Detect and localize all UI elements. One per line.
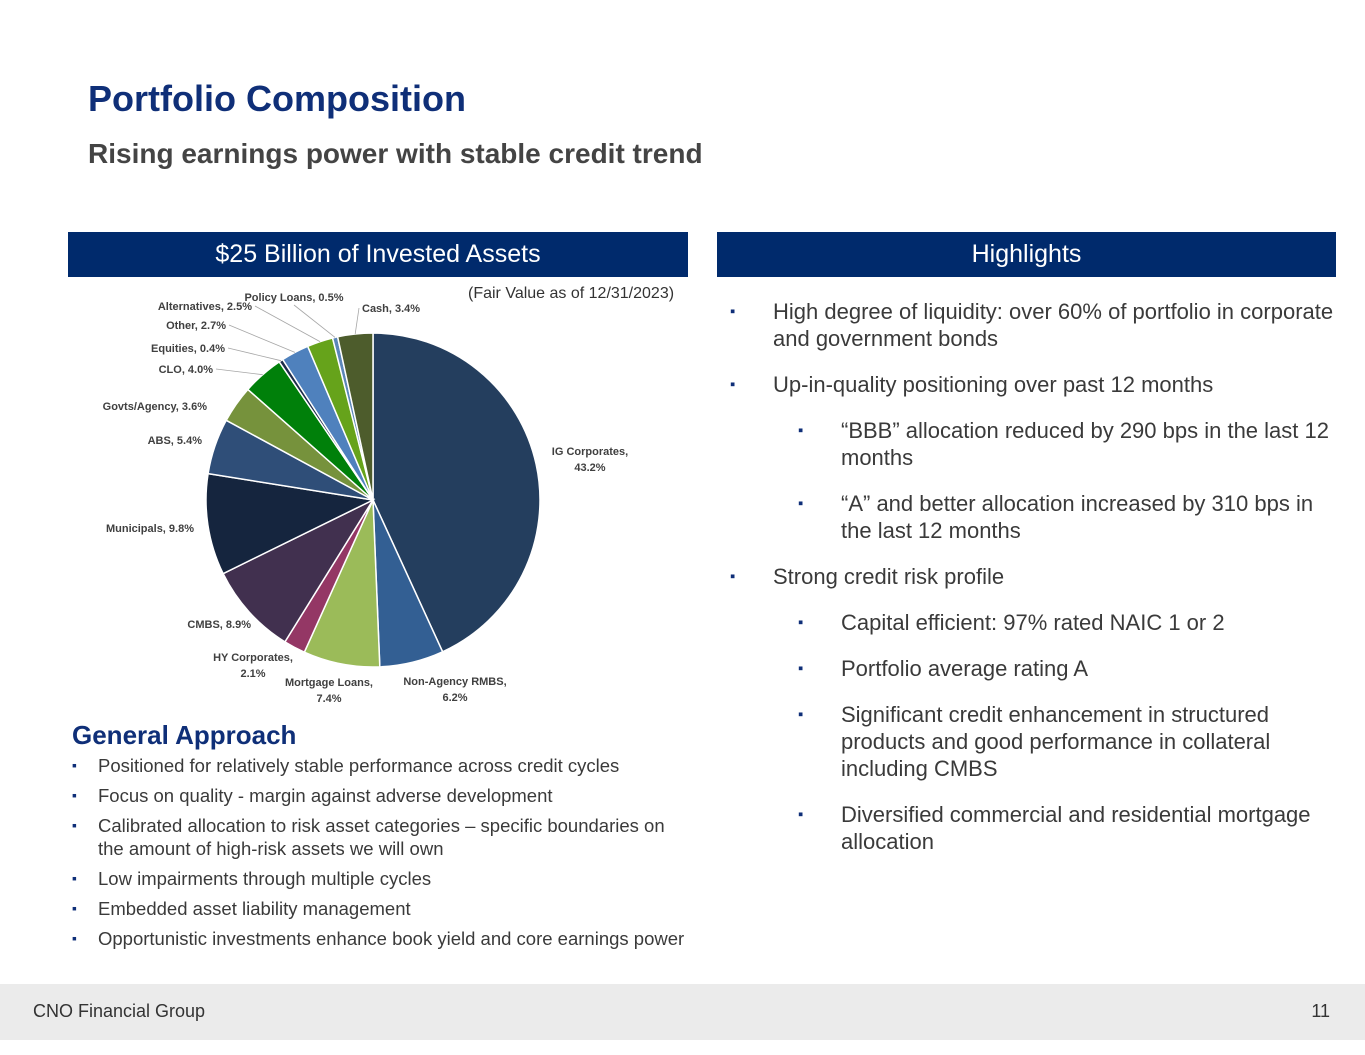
highlight-subitem: “BBB” allocation reduced by 290 bps in t…	[730, 417, 1335, 471]
pie-slice-label: Municipals, 9.8%	[106, 523, 194, 535]
pie-slice-label: Equities, 0.4%	[151, 343, 225, 355]
pie-slice-label: Other, 2.7%	[166, 320, 226, 332]
pie-slice	[336, 332, 374, 501]
pie-slice-label: Policy Loans, 0.5%	[244, 292, 343, 304]
pie-slice-label: CLO, 4.0%	[159, 364, 214, 376]
approach-item: Low impairments through multiple cycles	[72, 867, 752, 890]
highlight-subitem: “A” and better allocation increased by 3…	[730, 490, 1335, 544]
pie-slice-label: Alternatives, 2.5%	[158, 301, 252, 313]
pie-slice	[205, 472, 376, 575]
pie-slice	[222, 498, 376, 643]
page-subtitle: Rising earnings power with stable credit…	[88, 138, 703, 169]
pie-leader-line	[227, 347, 282, 362]
pie-leader-line	[354, 307, 360, 334]
pie-slice-label: Govts/Agency, 3.6%	[103, 401, 208, 413]
pie-slice-label: CMBS, 8.9%	[187, 619, 251, 631]
pie-leader-line	[254, 305, 321, 342]
pie-leader-line	[215, 368, 263, 376]
highlight-subitem: Capital efficient: 97% rated NAIC 1 or 2	[730, 609, 1335, 636]
general-approach-title: General Approach	[72, 720, 297, 750]
invested-assets-banner: $25 Billion of Invested Assets	[68, 232, 688, 277]
highlight-subitem: Portfolio average rating A	[730, 655, 1335, 682]
page-title: Portfolio Composition	[88, 78, 466, 119]
highlight-item: Up-in-quality positioning over past 12 m…	[730, 371, 1335, 398]
pie-slice-label: Cash, 3.4%	[362, 303, 420, 315]
general-approach-list: Positioned for relatively stable perform…	[72, 754, 752, 957]
highlights-list: High degree of liquidity: over 60% of po…	[730, 298, 1335, 874]
approach-item: Positioned for relatively stable perform…	[72, 754, 752, 777]
pie-slice-value-label: 2.1%	[240, 668, 265, 680]
pie-slice-value-label: 7.4%	[316, 693, 341, 705]
approach-item: Embedded asset liability management	[72, 897, 752, 920]
approach-item: Focus on quality - margin against advers…	[72, 784, 752, 807]
page-number: 11	[1311, 1001, 1330, 1021]
pie-slice-value-label: 6.2%	[442, 692, 467, 704]
portfolio-pie-chart: IG Corporates, 43.2% Non-Agency RMBS, 6.2% M…	[103, 292, 629, 705]
pie-leader-line	[228, 324, 296, 353]
highlight-item: High degree of liquidity: over 60% of po…	[730, 298, 1335, 352]
footer: CNO Financial Group 11	[0, 984, 1365, 1040]
pie-slice-label: ABS, 5.4%	[148, 435, 203, 447]
pie-slice-value-label: 43.2%	[574, 462, 605, 474]
fair-value-note: (Fair Value as of 12/31/2023)	[468, 285, 675, 302]
highlight-item: Strong credit risk profile	[730, 563, 1335, 590]
highlight-subitem: Diversified commercial and residential m…	[730, 801, 1335, 855]
pie-slice-label: Non-Agency RMBS,	[403, 676, 506, 688]
pie-slice-label: Mortgage Loans,	[285, 677, 373, 689]
approach-item: Calibrated allocation to risk asset cate…	[72, 814, 688, 860]
highlights-banner: Highlights	[717, 232, 1336, 277]
pie-slice	[372, 332, 541, 653]
footer-company: CNO Financial Group	[33, 1001, 206, 1021]
pie-slice-label: IG Corporates,	[552, 446, 628, 458]
highlight-subitem: Significant credit enhancement in struct…	[730, 701, 1335, 782]
approach-item: Opportunistic investments enhance book y…	[72, 927, 752, 950]
pie-leader-line	[293, 304, 336, 338]
pie-slice-label: HY Corporates,	[213, 652, 293, 664]
